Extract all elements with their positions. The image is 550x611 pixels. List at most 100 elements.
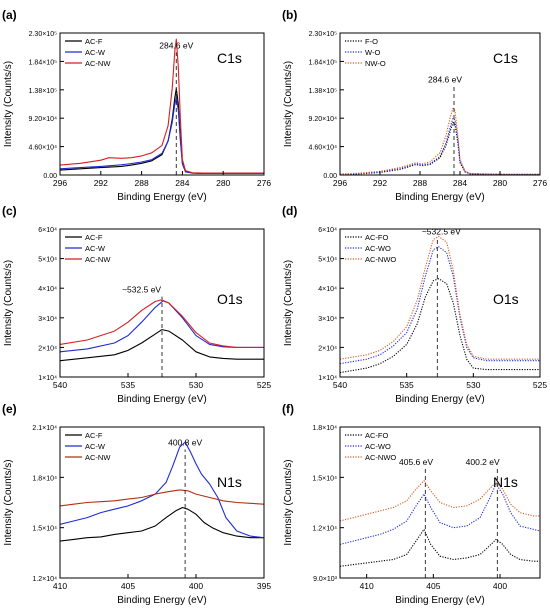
- panel-label: (a): [2, 8, 17, 22]
- y-tick-label: 1.8×10⁴: [312, 425, 337, 432]
- series-line-ac-w: [60, 441, 264, 539]
- y-tick-label: 6×10⁴: [318, 227, 337, 234]
- x-tick-label: 292: [94, 178, 108, 188]
- y-axis-label: Intensity (Counts/s): [3, 260, 14, 346]
- series-group: [60, 441, 264, 542]
- x-tick-label: 284: [175, 178, 189, 188]
- y-axis-label: Intensity (Counts/s): [3, 61, 14, 147]
- peak-label: ~532.5 eV: [122, 285, 161, 295]
- legend-label: W-O: [365, 48, 380, 57]
- plot-frame: [339, 32, 541, 176]
- legend-label: AC-NWO: [365, 255, 396, 264]
- x-tick-label: 288: [135, 178, 149, 188]
- y-tick-label: 0.00: [323, 173, 337, 180]
- x-axis-label: Binding Energy (eV): [395, 595, 485, 606]
- plot-frame: [59, 426, 265, 579]
- legend-label: AC-FO: [365, 431, 388, 440]
- x-tick-label: 535: [400, 380, 414, 390]
- series-group: [60, 38, 264, 175]
- panel-label: (d): [282, 204, 297, 218]
- x-axis-label: Binding Energy (eV): [395, 394, 485, 405]
- y-tick-label: 4.60×10⁴: [28, 145, 57, 152]
- y-axis-label: Intensity (Counts/s): [283, 260, 294, 346]
- y-tick-label: 9.20×10⁴: [308, 116, 337, 123]
- legend-label: AC-W: [85, 442, 106, 451]
- region-title: C1s: [217, 50, 242, 66]
- y-tick-label: 1.2×10⁴: [32, 576, 57, 583]
- chart-panel-d: (d) ~532.5 eV 540 535 530 525 1×10⁴ 2×10⁴ 3×10⁴ 4…: [282, 204, 547, 405]
- peak-label: 284.6 eV: [159, 40, 193, 50]
- x-axis-label: Binding Energy (eV): [117, 394, 207, 405]
- legend-label: AC-NW: [85, 255, 111, 264]
- y-tick-label: 4×10⁴: [38, 286, 57, 293]
- x-tick-label: 405: [121, 581, 135, 591]
- y-tick-label: 1.84×10⁵: [309, 59, 337, 66]
- chart-panel-e: (e) 400.8 eV 410 405 400 395 1.2×10⁴ 1.5×10⁴ 1.8…: [2, 402, 271, 606]
- y-tick-label: 5×10⁴: [318, 257, 337, 264]
- region-title: N1s: [493, 474, 518, 490]
- panel-label: (e): [2, 402, 17, 416]
- series-line-ac-nw: [60, 299, 264, 348]
- legend-label: AC-F: [85, 431, 103, 440]
- x-axis-label: Binding Energy (eV): [395, 192, 485, 203]
- peak-label: 284.6 eV: [428, 74, 462, 84]
- legend-label: AC-F: [85, 233, 103, 242]
- region-title: C1s: [493, 50, 518, 66]
- legend-label: AC-W: [85, 48, 106, 57]
- peak-label: 405.6 eV: [399, 457, 433, 467]
- y-tick-label: 1.38×10⁵: [29, 88, 57, 95]
- y-tick-label: 1.8×10⁴: [32, 475, 57, 482]
- x-tick-label: 292: [373, 178, 387, 188]
- y-tick-label: 3×10⁴: [318, 316, 337, 323]
- legend: AC-FO AC-WO AC-NWO: [345, 233, 396, 264]
- chart-panel-c: (c) ~532.5 eV 540 535 530 525 1×10⁴ 2×10⁴ 3×10⁴ 4…: [2, 204, 271, 405]
- series-line-ac-f: [60, 88, 264, 175]
- x-tick-label: 530: [466, 380, 480, 390]
- series-line-ac-nw: [60, 38, 264, 174]
- chart-panel-a: (a) 284.6 eV 296 292 288 284 280 276 0.00 4.60×10…: [2, 8, 271, 203]
- series-line-ac-wo: [340, 483, 540, 545]
- region-title: N1s: [217, 474, 242, 490]
- y-tick-label: 1.84×10⁵: [29, 59, 57, 66]
- x-tick-label: 530: [189, 380, 203, 390]
- x-tick-label: 535: [121, 380, 135, 390]
- x-tick-label: 276: [257, 178, 271, 188]
- x-tick-label: 525: [533, 380, 547, 390]
- y-tick-label: 5×10⁴: [38, 257, 57, 264]
- series-line-ac-nwo: [340, 480, 540, 522]
- peak-label: 400.2 eV: [466, 457, 500, 467]
- y-tick-label: 1.5×10⁴: [312, 475, 337, 482]
- chart-panel-b: (b) 284.6 eV 296 292 288 284 280 276 0.00 4.60×10…: [282, 8, 547, 203]
- y-tick-label: 2.30×10⁵: [309, 31, 337, 38]
- legend-label: AC-WO: [365, 442, 391, 451]
- series-line-ac-nwo: [340, 235, 540, 360]
- panel-label: (f): [282, 402, 294, 416]
- plot-frame: [339, 228, 541, 378]
- series-group: [340, 480, 540, 567]
- x-tick-label: 296: [333, 178, 347, 188]
- chart-panel-f: (f) 405.6 eV 400.2 eV 410 405 400 9.0×10³ 1.2×1…: [282, 402, 541, 606]
- peak-label: 400.8 eV: [168, 437, 202, 447]
- y-tick-label: 4.60×10⁴: [308, 145, 337, 152]
- y-tick-label: 1×10⁴: [38, 375, 57, 382]
- y-tick-label: 3×10⁴: [38, 316, 57, 323]
- legend-label: AC-WO: [365, 244, 391, 253]
- x-tick-label: 540: [53, 380, 67, 390]
- x-tick-label: 296: [53, 178, 67, 188]
- legend-label: AC-NW: [85, 59, 111, 68]
- series-line-ac-f: [60, 329, 264, 362]
- y-axis-label: Intensity (Counts/s): [283, 61, 294, 147]
- panel-label: (b): [282, 8, 297, 22]
- legend: F-O W-O NW-O: [345, 37, 386, 68]
- panel-label: (c): [2, 204, 17, 218]
- legend-label: AC-F: [85, 37, 103, 46]
- legend: AC-FO AC-WO AC-NWO: [345, 431, 396, 462]
- legend-label: AC-W: [85, 244, 106, 253]
- plot-frame: [59, 32, 265, 176]
- x-tick-label: 284: [453, 178, 467, 188]
- x-tick-label: 405: [426, 581, 440, 591]
- y-tick-label: 9.20×10⁴: [28, 116, 57, 123]
- y-tick-label: 2×10⁴: [38, 345, 57, 352]
- x-tick-label: 288: [413, 178, 427, 188]
